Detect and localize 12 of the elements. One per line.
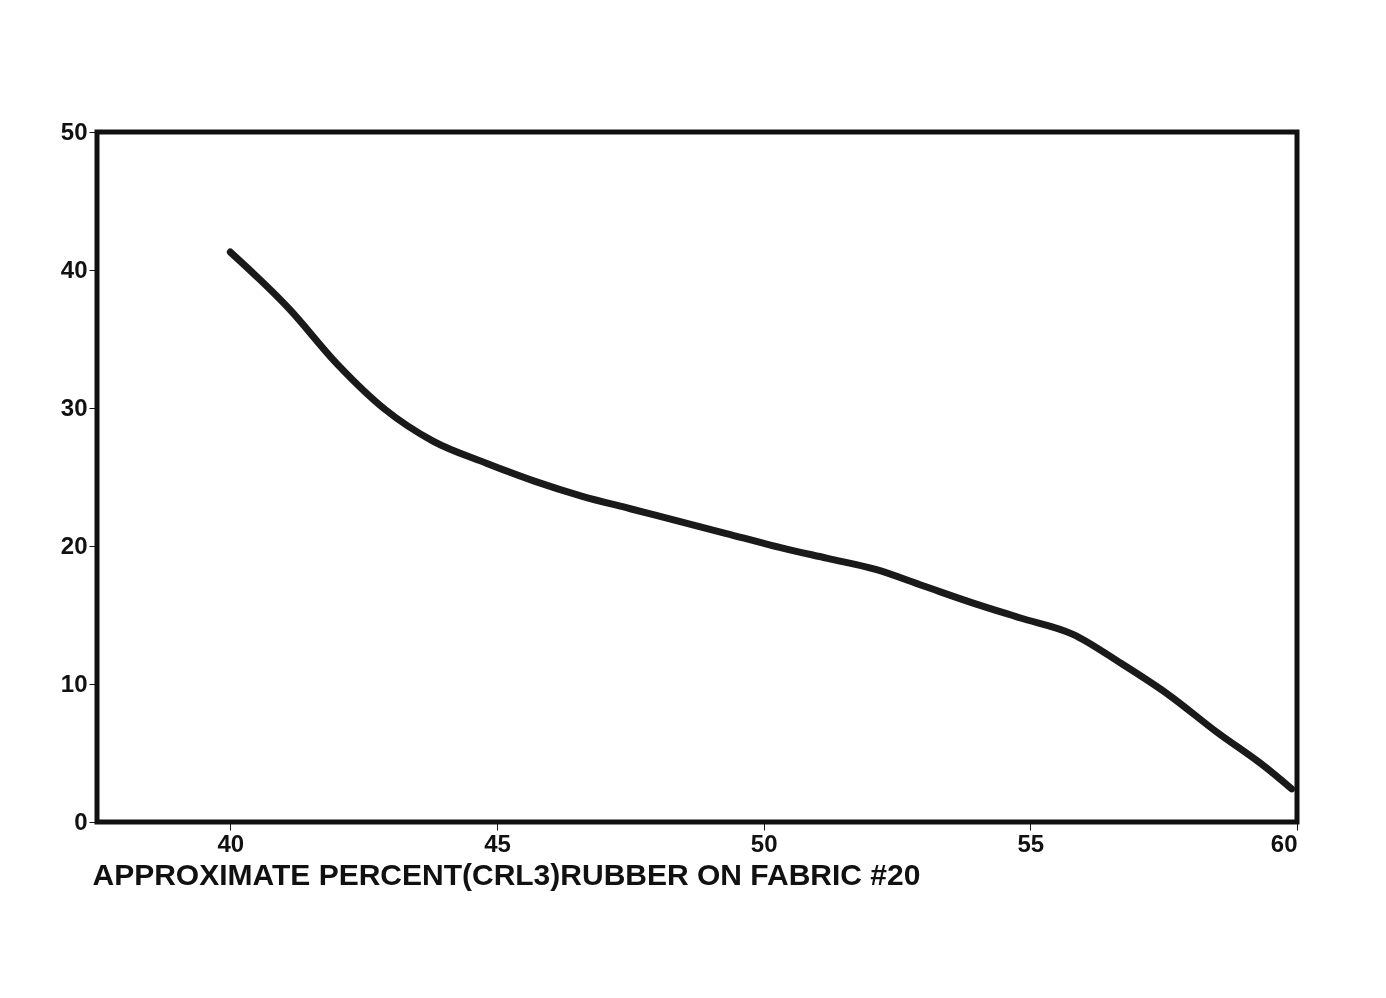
x-tick-label: 40 — [217, 829, 245, 857]
y-tick-label: 20 — [60, 531, 88, 559]
y-tick-label: 0 — [74, 807, 88, 835]
y-tick-label: 10 — [60, 669, 88, 697]
x-tick-label: 55 — [1017, 829, 1045, 857]
y-tick-label: 30 — [60, 393, 88, 421]
y-tick-label: 50 — [60, 117, 88, 145]
y-tick-label: 40 — [60, 255, 88, 283]
x-tick-label: 60 — [1270, 829, 1298, 857]
x-axis-title: APPROXIMATE PERCENT(CRL3)RUBBER ON FABRIC #20 — [92, 857, 921, 891]
x-tick-label: 45 — [484, 829, 511, 857]
x-tick-label: 50 — [750, 829, 778, 857]
